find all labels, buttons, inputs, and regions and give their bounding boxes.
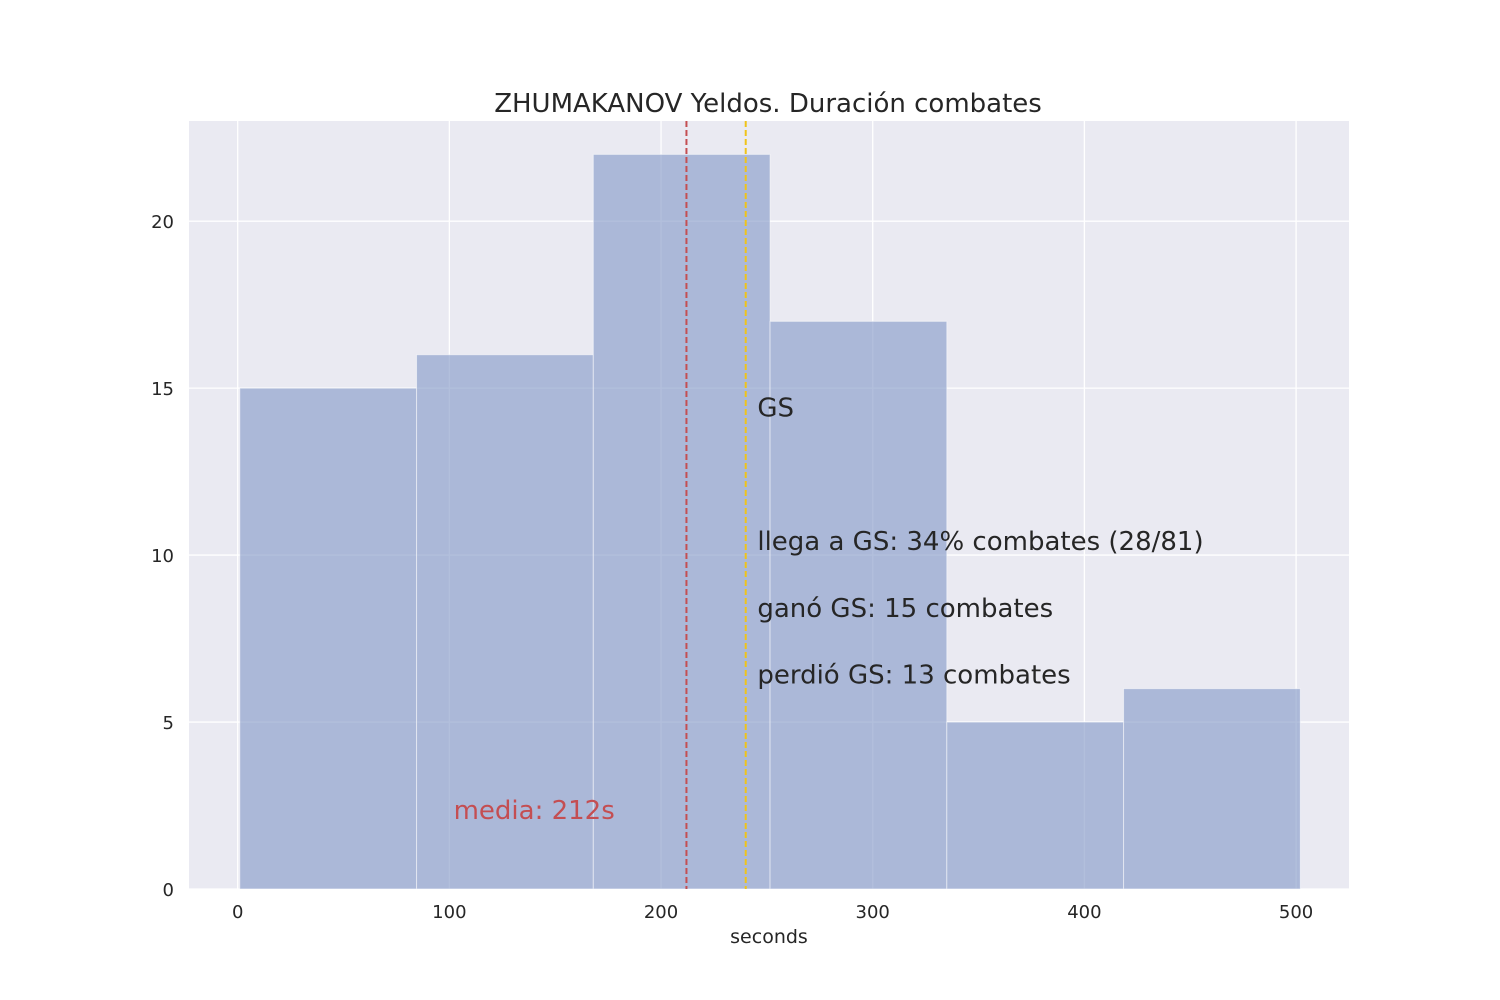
y-tick-label: 20 [151,212,174,233]
annotation-text: GS [757,394,794,424]
annotation-text: llega a GS: 34% combates (28/81) [757,527,1203,557]
annotation-text: perdió GS: 13 combates [757,661,1070,691]
annotation-text: ganó GS: 15 combates [757,594,1053,624]
y-tick-label: 5 [163,713,174,734]
x-tick-label: 500 [1279,902,1313,923]
x-tick-label: 300 [856,902,890,923]
annotation-text: media: 212s [454,796,615,826]
y-tick-label: 0 [163,880,174,901]
y-tick-label: 15 [151,379,174,400]
x-axis-ticks: 0 100 200 300 400 500 [232,902,1313,923]
y-tick-label: 10 [151,546,174,567]
chart-title: ZHUMAKANOV Yeldos. Duración combates [494,89,1042,119]
y-axis-ticks: 0 5 10 15 20 [151,212,174,901]
histogram-bar [592,153,771,890]
x-tick-label: 100 [432,902,466,923]
histogram-bar [239,387,418,890]
histogram-bars [239,153,1301,890]
x-tick-label: 400 [1067,902,1101,923]
x-tick-label: 200 [644,902,678,923]
x-axis-label: seconds [730,926,808,948]
histogram-bar [946,721,1125,890]
reference-lines [685,121,747,889]
histogram-bar [416,354,594,890]
histogram-bar [769,320,948,890]
x-tick-label: 0 [232,902,243,923]
annotations: media: 212s GS llega a GS: 34% combates (2… [454,394,1204,826]
histogram-bar [1123,688,1301,890]
